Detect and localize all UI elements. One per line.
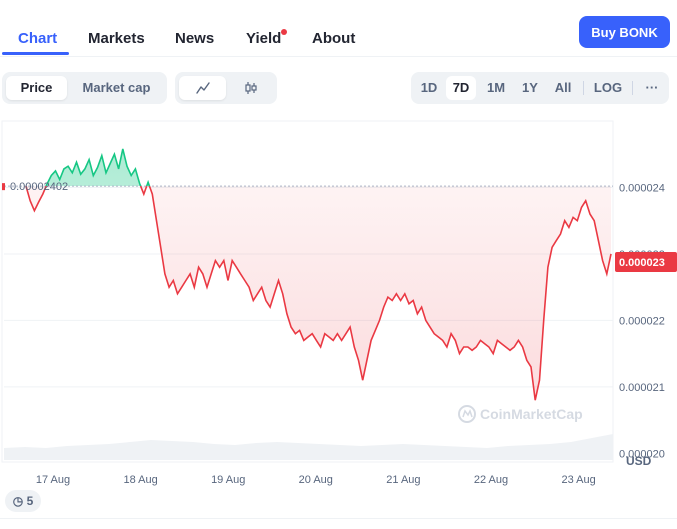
x-axis: 17 Aug 18 Aug 19 Aug 20 Aug 21 Aug 22 Aug 23 A… xyxy=(36,474,596,486)
x-tick-label: 19 Aug xyxy=(211,474,245,486)
volume-bars xyxy=(4,434,613,460)
toolbar-divider xyxy=(583,81,584,95)
log-scale-button[interactable]: LOG xyxy=(593,80,623,95)
x-tick-label: 23 Aug xyxy=(561,474,595,486)
currency-label: USD xyxy=(626,454,652,468)
x-tick-label: 17 Aug xyxy=(36,474,70,486)
x-tick-label: 18 Aug xyxy=(123,474,157,486)
timeframe-1m-button[interactable]: 1M xyxy=(486,80,506,95)
candlestick-chart-button[interactable] xyxy=(228,76,273,100)
current-price-box xyxy=(615,251,677,272)
line-chart-icon xyxy=(195,82,210,94)
line-chart-button[interactable] xyxy=(179,76,226,100)
volume-band xyxy=(4,434,613,460)
current-price-tag: 0.000023 xyxy=(615,251,677,272)
price-line-down xyxy=(25,186,612,401)
yield-notification-dot xyxy=(281,29,287,35)
reference-price-tag: 0.00002402 xyxy=(2,181,68,193)
bottom-divider xyxy=(0,518,677,529)
candlestick-icon xyxy=(244,82,257,94)
tab-markets[interactable]: Markets xyxy=(88,30,145,47)
buy-bonk-button[interactable]: Buy BONK xyxy=(579,16,670,48)
x-tick-label: 21 Aug xyxy=(386,474,420,486)
price-toggle-button[interactable]: Price xyxy=(6,76,67,100)
timeframe-1d-button[interactable]: 1D xyxy=(420,80,438,95)
active-tab-indicator xyxy=(2,52,69,55)
watermark: CoinMarketCap xyxy=(458,405,583,423)
price-area-above-reference xyxy=(26,148,150,187)
tab-yield[interactable]: Yield xyxy=(246,30,282,47)
timeframe-selector: 1D 7D 1M 1Y All LOG ··· xyxy=(411,72,669,104)
price-chart[interactable]: 0.000024 0.000023 0.000022 0.000021 0.000020… xyxy=(0,120,677,500)
y-tick-label: 0.000022 xyxy=(619,315,665,327)
history-count-badge[interactable]: ◷ 5 xyxy=(5,490,41,512)
more-options-button[interactable]: ··· xyxy=(645,80,659,95)
current-price-label: 0.000023 xyxy=(619,257,665,269)
price-line-up xyxy=(25,148,151,187)
y-tick-label: 0.000020 xyxy=(619,448,665,460)
timeframe-1y-button[interactable]: 1Y xyxy=(522,80,538,95)
y-tick-label: 0.000021 xyxy=(619,382,665,394)
price-marketcap-toggle: Price Market cap xyxy=(2,72,167,104)
x-tick-label: 20 Aug xyxy=(299,474,333,486)
watermark-text: CoinMarketCap xyxy=(480,406,583,422)
timeframe-7d-button[interactable]: 7D xyxy=(446,76,476,100)
chart-style-toggle xyxy=(175,72,277,104)
toolbar-divider xyxy=(632,81,633,95)
y-axis: 0.000024 0.000023 0.000022 0.000021 0.000020 xyxy=(619,182,665,460)
x-tick-label: 22 Aug xyxy=(474,474,508,486)
market-cap-toggle-button[interactable]: Market cap xyxy=(82,80,151,95)
reference-price-marker xyxy=(2,183,5,191)
y-tick-label: 0.000024 xyxy=(619,182,665,194)
top-nav: Chart Markets News Yield About Buy BONK xyxy=(0,0,677,57)
history-count: 5 xyxy=(26,494,34,508)
tab-chart[interactable]: Chart xyxy=(18,30,58,47)
reference-price-label: 0.00002402 xyxy=(10,181,68,193)
tab-news[interactable]: News xyxy=(175,30,215,47)
timeframe-all-button[interactable]: All xyxy=(554,80,572,95)
coinmarketcap-logo-icon xyxy=(458,405,476,423)
clock-history-icon: ◷ xyxy=(12,494,24,508)
tab-about[interactable]: About xyxy=(312,30,356,47)
